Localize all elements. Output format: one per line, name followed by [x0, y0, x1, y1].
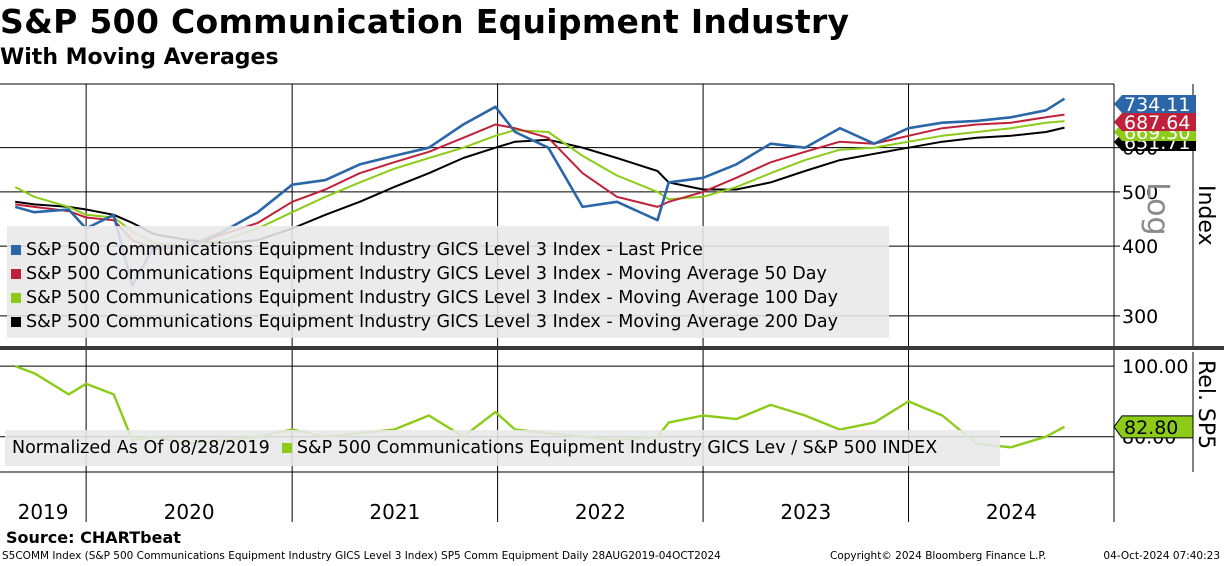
y-tick-label: 400 [1122, 236, 1158, 258]
legend-item-ma50[interactable]: S&P 500 Communications Equipment Industr… [7, 262, 889, 286]
x-tick-label: 2019 [18, 500, 69, 524]
legend-item-last-price[interactable]: S&P 500 Communications Equipment Industr… [7, 238, 889, 262]
footer-timestamp: 04-Oct-2024 07:40:23 [1103, 550, 1220, 562]
legend-swatch [11, 269, 21, 279]
last-value-label: 687.64 [1124, 112, 1190, 134]
last-value-label: 734.11 [1124, 94, 1190, 116]
y-tick-label: 100.00 [1122, 356, 1188, 378]
y-tick-label: 500 [1122, 182, 1158, 204]
x-tick-label: 2023 [780, 500, 831, 524]
relative-legend: Normalized As Of 08/28/2019 S&P 500 Comm… [5, 430, 1000, 466]
axes [0, 83, 1224, 522]
legend-item-relative[interactable]: S&P 500 Communications Equipment Industr… [296, 438, 938, 458]
legend-swatch [11, 317, 21, 327]
legend-label: S&P 500 Communications Equipment Industr… [26, 240, 703, 260]
price-legend: S&P 500 Communications Equipment Industr… [7, 226, 889, 338]
axis-labels: 30040050060080.00100.00651.71669.30687.6… [18, 94, 1218, 524]
legend-label: S&P 500 Communications Equipment Industr… [26, 288, 838, 308]
legend-label: S&P 500 Communications Equipment Industr… [26, 312, 838, 332]
legend-swatch [11, 293, 21, 303]
source-label: Source: CHARTbeat [6, 528, 181, 547]
last-value-tag [1114, 113, 1196, 131]
legend-item-ma100[interactable]: S&P 500 Communications Equipment Industr… [7, 286, 889, 310]
x-tick-label: 2022 [575, 500, 626, 524]
normalized-label: Normalized As Of 08/28/2019 [12, 438, 270, 458]
log-scale-label: Log [1140, 182, 1175, 236]
y-axis-title: Index [1193, 185, 1218, 246]
chart-subtitle: With Moving Averages [0, 45, 279, 70]
last-value-label: 82.80 [1124, 417, 1178, 439]
legend-swatch [11, 245, 21, 255]
y-tick-label: 300 [1122, 306, 1158, 328]
legend-item-ma200[interactable]: S&P 500 Communications Equipment Industr… [7, 310, 889, 334]
x-tick-label: 2020 [164, 500, 215, 524]
x-tick-label: 2024 [986, 500, 1037, 524]
legend-swatch [281, 443, 292, 453]
legend-label: S&P 500 Communications Equipment Industr… [26, 264, 827, 284]
footer-copyright: Copyright© 2024 Bloomberg Finance L.P. [830, 550, 1047, 562]
chart-title: S&P 500 Communication Equipment Industry [0, 2, 850, 41]
x-tick-label: 2021 [369, 500, 420, 524]
last-value-tag [1114, 95, 1196, 113]
last-value-tag [1113, 415, 1194, 439]
panel-divider [0, 346, 1224, 350]
footer-description: S5COMM Index (S&P 500 Communications Equ… [2, 550, 721, 562]
y-axis-title: Rel. SP5 [1193, 360, 1218, 449]
